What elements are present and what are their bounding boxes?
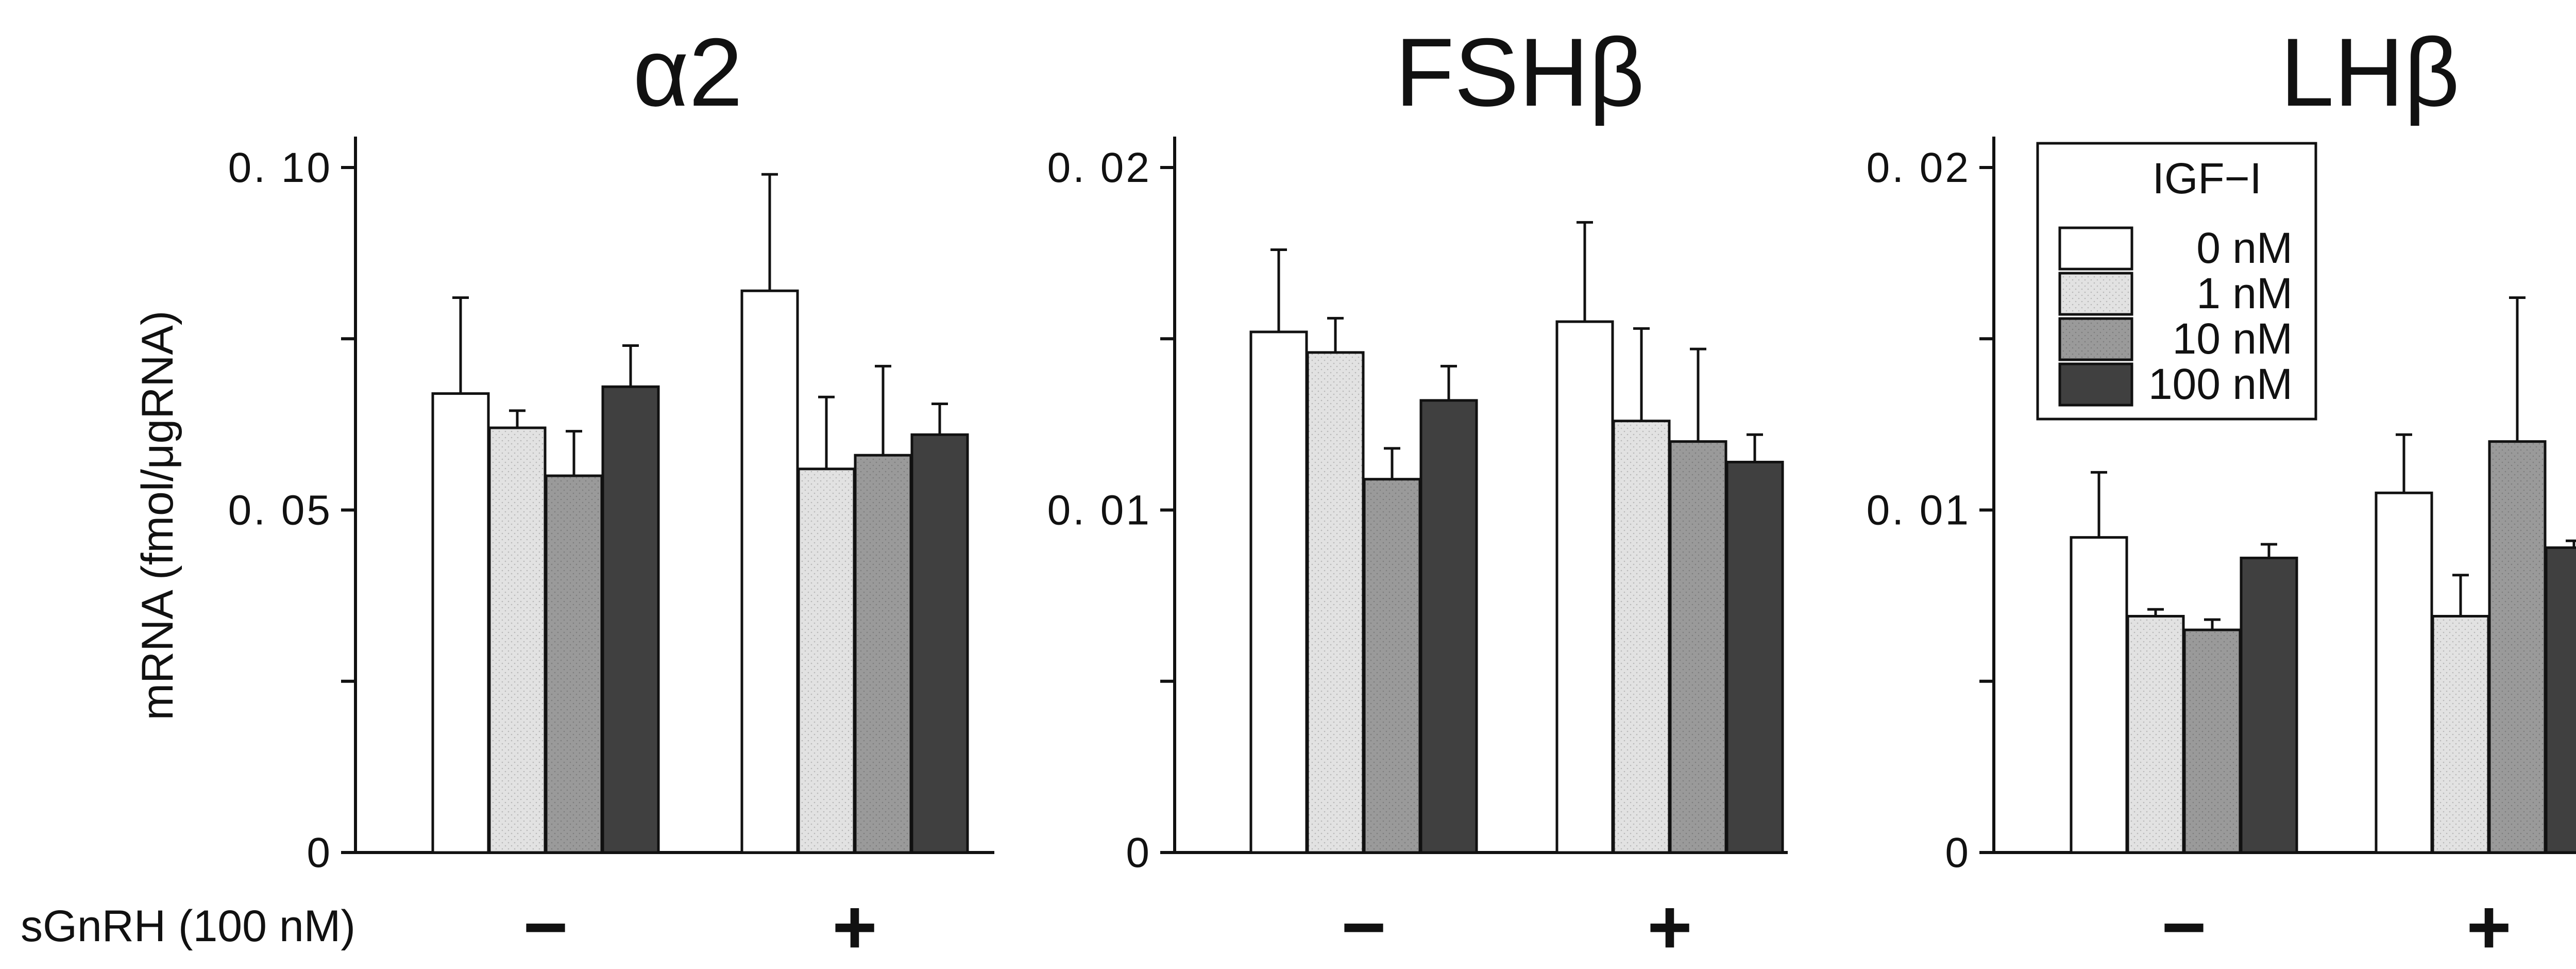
- panel-title: α2: [633, 18, 742, 126]
- y-tick-label: 0. 10: [228, 144, 332, 191]
- bar: [910, 433, 969, 854]
- legend-label: 10 nM: [2173, 314, 2293, 363]
- y-axis-label: mRNA (fmol/μgRNA): [133, 311, 182, 721]
- legend-label: 0 nM: [2196, 224, 2293, 272]
- legend-swatch: [2058, 272, 2133, 316]
- condition-label: sGnRH (100 nM): [21, 901, 355, 951]
- y-tick-label: 0. 02: [1047, 144, 1151, 191]
- y-tick-label: 0. 01: [1047, 487, 1151, 534]
- y-tick-label: 0: [307, 829, 332, 876]
- bar: [1669, 440, 1727, 854]
- bar: [1363, 478, 1421, 854]
- bar: [2183, 628, 2242, 854]
- bar: [2545, 546, 2576, 854]
- category-label: +: [1647, 883, 1692, 969]
- bar: [488, 426, 547, 854]
- panel-1: α2 0 0. 05 0. 10 − +: [228, 18, 994, 969]
- category-label: −: [523, 883, 568, 969]
- bar: [431, 392, 490, 854]
- bar: [601, 385, 660, 854]
- panel-title: LHβ: [2280, 18, 2460, 126]
- y-tick-label: 0. 02: [1867, 144, 1971, 191]
- legend-swatch: [2058, 317, 2133, 361]
- category-label: −: [1341, 883, 1386, 969]
- bar: [2240, 557, 2298, 854]
- bar: [1306, 351, 1365, 854]
- bar: [1725, 460, 1784, 854]
- bar: [2488, 440, 2547, 854]
- panels: α2 0 0. 05 0. 10 − + FSHβ 0 0. 01 0. 02 − + LHβ 0 0. 0…: [228, 18, 2576, 969]
- bar: [1612, 420, 1671, 854]
- bar: [797, 467, 856, 854]
- bar: [740, 289, 799, 854]
- legend-label: 1 nM: [2196, 269, 2293, 318]
- y-tick-label: 0: [1126, 829, 1151, 876]
- bar: [1555, 320, 1614, 854]
- bar: [2431, 614, 2490, 854]
- panel-2: FSHβ 0 0. 01 0. 02 − +: [1047, 18, 1788, 969]
- bar: [545, 474, 603, 854]
- y-tick-label: 0. 01: [1867, 487, 1971, 534]
- category-label: +: [2466, 883, 2512, 969]
- category-label: −: [2161, 883, 2207, 969]
- category-label: +: [832, 883, 877, 969]
- panel-title: FSHβ: [1395, 18, 1645, 126]
- bar: [2375, 491, 2433, 854]
- bar: [1419, 399, 1478, 854]
- bar: [2070, 536, 2128, 854]
- bar: [1249, 330, 1308, 854]
- legend-label: 100 nM: [2148, 360, 2293, 408]
- legend-title: IGF−I: [2153, 154, 2262, 203]
- bar: [854, 454, 912, 854]
- y-tick-label: 0. 05: [228, 487, 332, 534]
- bar: [2126, 614, 2185, 854]
- y-tick-label: 0: [1945, 829, 1971, 876]
- legend-swatch: [2058, 226, 2133, 271]
- legend-swatch: [2058, 362, 2133, 407]
